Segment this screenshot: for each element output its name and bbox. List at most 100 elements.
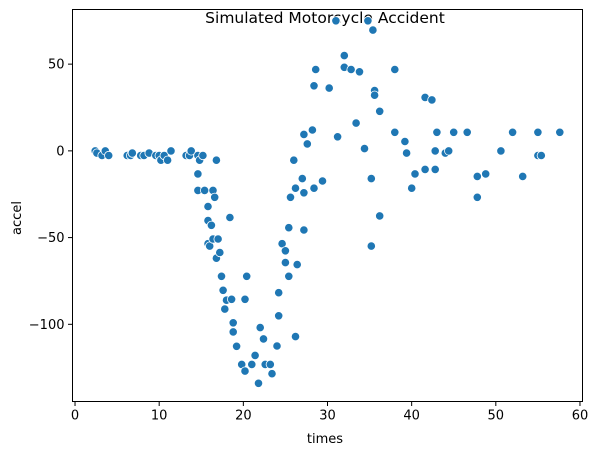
scatter-point: [194, 170, 202, 178]
scatter-point: [391, 128, 399, 136]
scatter-point: [281, 258, 289, 266]
scatter-point: [308, 126, 316, 134]
scatter-point: [537, 151, 545, 159]
scatter-point: [285, 224, 293, 232]
scatter-point: [167, 147, 175, 155]
scatter-point: [199, 151, 207, 159]
scatter-point: [256, 323, 264, 331]
scatter-point: [273, 342, 281, 350]
scatter-point: [214, 235, 222, 243]
scatter-point: [300, 130, 308, 138]
scatter-point: [431, 165, 439, 173]
scatter-point: [251, 351, 259, 359]
scatter-point: [401, 137, 409, 145]
scatter-point: [219, 286, 227, 294]
scatter-point: [212, 156, 220, 164]
plot-area-frame: [73, 10, 583, 402]
scatter-point: [303, 140, 311, 148]
scatter-point: [445, 147, 453, 155]
y-tick-label: 50: [48, 58, 65, 73]
scatter-point: [519, 172, 527, 180]
scatter-point: [360, 144, 368, 152]
x-tick-label: 50: [488, 409, 505, 424]
x-tick-label: 0: [71, 409, 79, 424]
scatter-point: [211, 193, 219, 201]
scatter-point: [216, 248, 224, 256]
scatter-point: [207, 221, 215, 229]
scatter-point: [300, 189, 308, 197]
scatter-point: [221, 305, 229, 313]
scatter-point: [229, 328, 237, 336]
scatter-point: [340, 51, 348, 59]
y-tick-label: −100: [29, 318, 65, 333]
scatter-point: [463, 128, 471, 136]
scatter-point: [333, 133, 341, 141]
scatter-point: [310, 82, 318, 90]
scatter-point: [408, 184, 416, 192]
scatter-point: [254, 379, 262, 387]
y-axis: −100 −50 0 50: [29, 58, 73, 333]
scatter-point: [286, 193, 294, 201]
scatter-point: [534, 128, 542, 136]
scatter-point: [232, 342, 240, 350]
scatter-point: [482, 170, 490, 178]
scatter-point: [391, 65, 399, 73]
scatter-point: [352, 119, 360, 127]
x-axis-label: times: [307, 432, 343, 447]
scatter-point: [556, 128, 564, 136]
scatter-point: [200, 186, 208, 194]
x-tick-label: 30: [319, 409, 336, 424]
x-tick-label: 20: [235, 409, 252, 424]
scatter-point: [227, 295, 235, 303]
scatter-point: [369, 26, 377, 34]
scatter-point: [268, 370, 276, 378]
chart-title: Simulated Motorcycle Accident: [205, 9, 445, 27]
scatter-point: [241, 367, 249, 375]
scatter-point: [402, 149, 410, 157]
scatter-point: [217, 272, 225, 280]
scatter-point: [370, 91, 378, 99]
scatter-point: [293, 260, 301, 268]
scatter-point: [300, 226, 308, 234]
scatter-point: [259, 335, 267, 343]
scatter-point: [355, 68, 363, 76]
scatter-point: [364, 17, 372, 25]
scatter-point: [325, 84, 333, 92]
scatter-point: [367, 242, 375, 250]
scatter-point: [229, 319, 237, 327]
scatter-point: [310, 184, 318, 192]
scatter-point: [450, 128, 458, 136]
scatter-point: [163, 156, 171, 164]
scatter-point: [241, 295, 249, 303]
y-tick-label: 0: [56, 144, 64, 159]
scatter-point: [473, 172, 481, 180]
scatter-point: [431, 147, 439, 155]
scatter-point: [367, 174, 375, 182]
scatter-point: [204, 202, 212, 210]
scatter-point: [411, 170, 419, 178]
scatter-point: [291, 332, 299, 340]
scatter-point: [281, 247, 289, 255]
scatter-point: [275, 289, 283, 297]
scatter-point: [290, 156, 298, 164]
x-tick-label: 40: [403, 409, 420, 424]
scatter-point: [433, 128, 441, 136]
scatter-point: [285, 272, 293, 280]
scatter-point: [275, 312, 283, 320]
scatter-point: [105, 151, 113, 159]
scatter-point: [312, 65, 320, 73]
scatter-point: [243, 272, 251, 280]
x-tick-label: 10: [151, 409, 168, 424]
scatter-point: [376, 212, 384, 220]
scatter-point: [347, 65, 355, 73]
x-axis: 0 10 20 30 40 50 60: [71, 402, 588, 424]
scatter-point: [291, 184, 299, 192]
scatter-points: [91, 17, 564, 388]
y-tick-label: −50: [37, 231, 64, 246]
scatter-point: [318, 177, 326, 185]
scatter-point: [421, 165, 429, 173]
scatter-point: [473, 193, 481, 201]
scatter-point: [428, 96, 436, 104]
scatter-point: [497, 147, 505, 155]
scatter-point: [332, 17, 340, 25]
